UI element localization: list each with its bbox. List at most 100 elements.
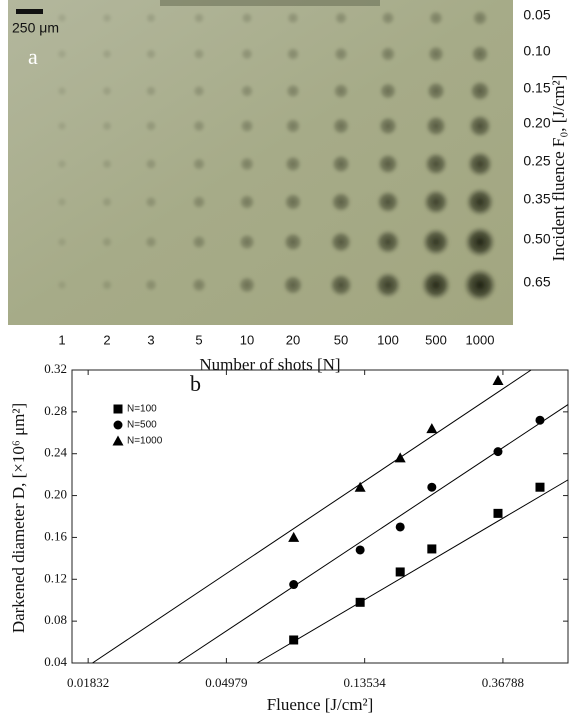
spot	[472, 10, 488, 26]
spot	[329, 273, 353, 297]
data-point	[289, 580, 299, 590]
photo-edge	[160, 0, 380, 6]
spot	[238, 233, 256, 251]
data-point	[427, 482, 437, 492]
spot	[101, 120, 113, 132]
column-label: 5	[195, 332, 202, 347]
spot	[333, 46, 349, 62]
spot	[240, 47, 254, 61]
data-point	[355, 545, 365, 555]
column-label: 100	[377, 332, 399, 347]
data-point	[535, 482, 545, 492]
y-tick-label: 0.04	[44, 654, 67, 669]
x-tick-label: 0.36788	[482, 675, 524, 690]
spot	[464, 226, 496, 258]
row-label: 0.35	[523, 191, 550, 207]
spot	[101, 48, 113, 60]
fit-line	[256, 479, 569, 664]
column-label: 3	[147, 332, 154, 347]
column-label: 500	[425, 332, 447, 347]
legend-marker	[112, 435, 124, 446]
spot	[426, 81, 446, 101]
y-tick-label: 0.32	[44, 361, 67, 376]
spot	[101, 279, 113, 291]
y-tick-label: 0.28	[44, 403, 67, 418]
row-label: 0.25	[523, 153, 550, 169]
spot	[468, 114, 492, 138]
panel-label: b	[190, 371, 201, 396]
legend-label: N=100	[127, 404, 157, 415]
row-label: 0.50	[523, 231, 550, 247]
row-label: 0.10	[523, 43, 550, 59]
spot	[57, 86, 67, 96]
spot	[192, 119, 206, 133]
spot	[376, 190, 400, 214]
spot	[145, 158, 157, 170]
legend-marker	[113, 420, 123, 430]
spot	[332, 117, 350, 135]
spot	[423, 189, 449, 215]
x-tick-label: 0.01832	[67, 675, 109, 690]
spot	[144, 195, 158, 209]
spot	[380, 10, 396, 26]
spot	[334, 11, 348, 25]
column-label: 2	[103, 332, 110, 347]
data-point	[426, 423, 438, 434]
spot	[193, 48, 205, 60]
spot	[284, 117, 302, 135]
y-axis-label: Incident fluence F₀, [J/cm²]	[549, 75, 568, 262]
legend-label: N=500	[127, 420, 157, 431]
spot	[145, 48, 157, 60]
data-point	[492, 374, 504, 385]
spot	[238, 276, 256, 294]
spot	[427, 45, 445, 63]
data-point	[493, 508, 503, 518]
spot	[145, 85, 157, 97]
y-tick-label: 0.24	[44, 445, 67, 460]
spot	[145, 12, 157, 24]
spot	[101, 85, 113, 97]
spot	[331, 154, 351, 174]
spot	[238, 193, 256, 211]
spot	[421, 227, 451, 257]
panel-label: a	[28, 44, 38, 69]
y-tick-label: 0.08	[44, 612, 67, 627]
plot-frame	[71, 369, 569, 664]
spot	[283, 192, 303, 212]
spot	[57, 159, 67, 169]
spot	[469, 80, 491, 102]
spot	[283, 232, 303, 252]
data-point	[394, 452, 406, 463]
spot	[466, 150, 494, 178]
spot	[57, 121, 67, 131]
row-label: 0.05	[523, 7, 550, 23]
spot	[379, 82, 397, 100]
spot	[329, 230, 353, 254]
spot	[286, 47, 300, 61]
y-tick-label: 0.12	[44, 570, 67, 585]
data-point	[354, 481, 366, 492]
scale-bar	[16, 9, 43, 14]
spot	[377, 153, 399, 175]
legend-marker	[113, 404, 123, 414]
spot	[144, 235, 158, 249]
spot	[57, 49, 67, 59]
scale-bar-label: 250 μm	[12, 20, 59, 36]
x-axis-label: Fluence [J/cm²]	[267, 695, 374, 714]
spot	[191, 277, 207, 293]
legend-label: N=1000	[127, 436, 163, 447]
spot	[145, 120, 157, 132]
spot	[239, 118, 255, 134]
spot	[101, 158, 113, 170]
y-tick-label: 0.16	[44, 528, 67, 543]
spot	[193, 12, 205, 24]
spot	[330, 191, 352, 213]
y-axis-label: Darkened diameter D, [×10⁶ μm²]	[9, 403, 28, 633]
fit-line	[177, 404, 569, 664]
spot	[428, 10, 444, 26]
spot	[239, 156, 255, 172]
spot	[101, 196, 113, 208]
spot	[57, 197, 67, 207]
